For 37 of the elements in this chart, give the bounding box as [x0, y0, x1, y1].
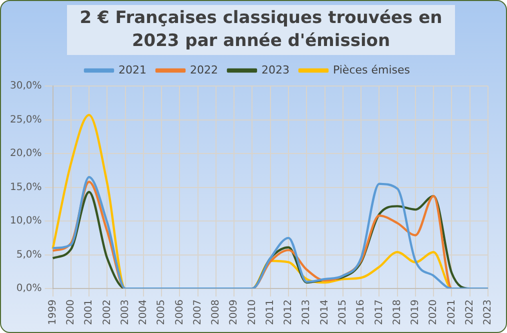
x-tick-label: 2012: [283, 300, 294, 326]
y-tick-label: 0,0%: [16, 283, 42, 294]
legend-label: 2023: [261, 63, 290, 76]
x-tick-label: 2017: [374, 300, 385, 326]
x-tick-label: 2001: [84, 300, 95, 326]
x-tick-label: 2010: [246, 300, 258, 326]
legend-label: Pièces émises: [332, 63, 410, 76]
x-tick-label: 2009: [228, 300, 240, 326]
legend-label: 2022: [190, 63, 218, 76]
x-tick-label: 2022: [464, 300, 476, 326]
x-tick-label: 1999: [47, 300, 58, 326]
x-tick-label: 2019: [410, 300, 422, 326]
x-tick-label: 2020: [428, 300, 440, 326]
x-tick-label: 2014: [319, 300, 330, 326]
x-tick-label: 2011: [264, 300, 276, 326]
x-tick-label: 2023: [482, 300, 494, 326]
y-tick-label: 10,0%: [10, 216, 42, 227]
x-tick-label: 2013: [301, 300, 312, 326]
x-tick-label: 2018: [392, 300, 403, 326]
x-tick-label: 2003: [120, 300, 131, 326]
legend-label: 2021: [118, 63, 146, 76]
x-tick-label: 2007: [192, 300, 204, 326]
x-tick-label: 2002: [102, 300, 113, 326]
x-tick-label: 2006: [174, 300, 186, 326]
y-tick-label: 15,0%: [10, 182, 42, 193]
chart-title: 2 € Françaises classiques trouvées en 2023 par année d'émission: [67, 5, 455, 55]
x-tick-label: 2008: [210, 300, 222, 326]
y-tick-label: 25,0%: [10, 114, 42, 126]
y-tick-label: 5,0%: [16, 249, 42, 260]
x-tick-label: 2005: [156, 300, 168, 326]
y-tick-label: 30,0%: [10, 80, 42, 92]
y-tick-label: 20,0%: [10, 148, 42, 160]
x-tick-label: 2004: [138, 300, 150, 326]
x-tick-label: 2016: [356, 300, 367, 326]
x-tick-label: 2015: [338, 300, 349, 326]
x-tick-label: 2021: [446, 300, 458, 326]
x-tick-label: 2000: [65, 300, 76, 326]
